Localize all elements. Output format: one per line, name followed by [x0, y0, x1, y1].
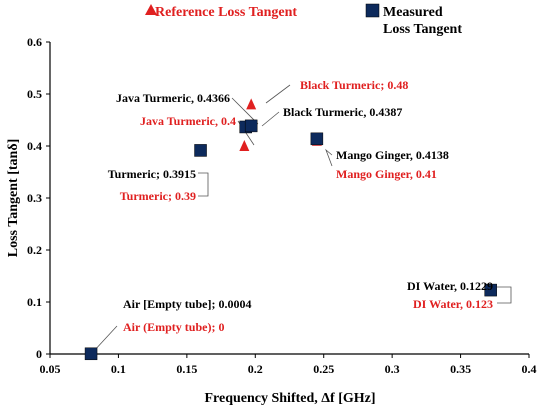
measured-point-marker: [484, 283, 497, 297]
y-tick-label: 0.2: [27, 243, 42, 257]
data-markers: [84, 98, 497, 361]
label-air-reference: Air (Empty tube); 0: [123, 320, 224, 334]
measured-point-marker: [244, 119, 258, 133]
x-tick-label: 0.2: [248, 362, 263, 376]
label-air-measured: Air [Empty tube]; 0.0004: [123, 297, 251, 311]
x-tick-label: 0.15: [176, 362, 197, 376]
legend-measured-label-line1: Measured: [383, 5, 443, 20]
label-di-water-measured: DI Water, 0.1229: [407, 279, 493, 293]
measured-point-marker: [194, 144, 207, 157]
x-tick-label: 0.4: [522, 362, 537, 376]
legend-measured-label-line2: Loss Tangent: [383, 22, 462, 37]
x-tick-label: 0.05: [40, 362, 61, 376]
label-turmeric-measured: Turmeric; 0.3915: [108, 167, 196, 181]
y-tick-label: 0.5: [27, 87, 42, 101]
legend-reference-marker: [145, 4, 157, 15]
label-mango-ginger-reference: Mango Ginger, 0.41: [336, 167, 437, 181]
leader-turmeric: [198, 172, 209, 197]
reference-point-marker: [246, 98, 257, 110]
legend-reference-label: Reference Loss Tangent: [155, 5, 297, 20]
label-java-turmeric-reference: Java Turmeric, 0.4: [140, 114, 236, 128]
y-tick-label: 0.1: [27, 295, 42, 309]
reference-point-marker: [239, 140, 250, 151]
y-tick-label: 0: [36, 347, 42, 361]
x-tick-label: 0.3: [385, 362, 400, 376]
y-tick-label: 0.3: [27, 191, 42, 205]
measured-point-marker: [310, 132, 324, 146]
x-axis-title: Frequency Shifted, Δf [GHz]: [204, 391, 375, 406]
measured-point-marker: [84, 347, 98, 361]
label-black-turmeric-reference: Black Turmeric; 0.48: [300, 78, 408, 92]
y-tick-label: 0.6: [27, 35, 42, 49]
y-axis-title: Loss Tangent [tanδ]: [6, 139, 21, 258]
x-tick-label: 0.35: [450, 362, 471, 376]
x-axis-ticks: 0.05 0.1 0.15 0.2 0.25 0.3 0.35 0.4: [40, 354, 537, 376]
label-black-turmeric-measured: Black Turmeric, 0.4387: [283, 105, 402, 119]
leader-mango-ginger: [325, 148, 333, 167]
leader-black-turmeric-ref: [265, 84, 291, 104]
leader-di-water: [497, 286, 512, 304]
legend: Reference Loss Tangent Measured Loss Tan…: [145, 3, 462, 37]
leader-black-turmeric-measured: [261, 111, 280, 127]
x-tick-label: 0.25: [313, 362, 334, 376]
label-mango-ginger-measured: Mango Ginger, 0.4138: [336, 148, 449, 162]
y-axis-ticks: 0 0.1 0.2 0.3 0.4 0.5 0.6: [27, 35, 50, 361]
label-java-turmeric-measured: Java Turmeric, 0.4366: [116, 91, 230, 105]
label-di-water-reference: DI Water, 0.123: [413, 297, 493, 311]
x-tick-label: 0.1: [111, 362, 126, 376]
legend-measured-marker: [365, 3, 380, 18]
data-labels: Air [Empty tube]; 0.0004 Air (Empty tube…: [108, 78, 493, 334]
label-turmeric-reference: Turmeric; 0.39: [120, 189, 196, 203]
y-tick-label: 0.4: [27, 139, 42, 153]
